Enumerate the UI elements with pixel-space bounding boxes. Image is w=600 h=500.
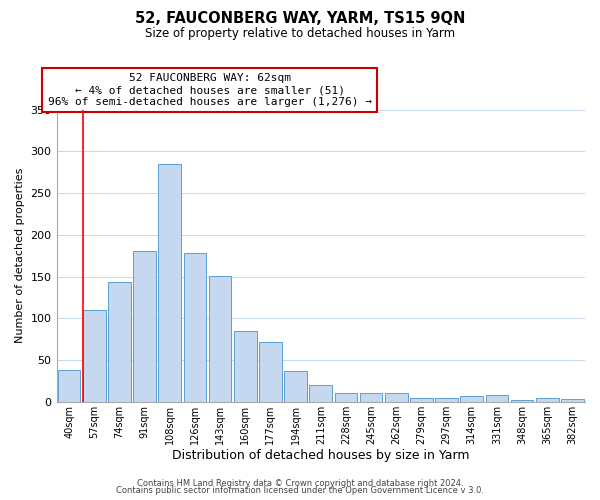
Text: Contains public sector information licensed under the Open Government Licence v : Contains public sector information licen… (116, 486, 484, 495)
Bar (385, 392, 407, 402)
Bar (284, 371, 307, 402)
Bar (561, 400, 584, 402)
Bar (360, 394, 382, 402)
Bar (133, 250, 156, 402)
Y-axis label: Number of detached properties: Number of detached properties (15, 168, 25, 344)
Bar (511, 400, 533, 402)
Bar (335, 394, 357, 402)
Bar (58, 370, 80, 402)
X-axis label: Distribution of detached houses by size in Yarm: Distribution of detached houses by size … (172, 450, 470, 462)
Bar (234, 331, 257, 402)
Bar (108, 282, 131, 402)
Bar (435, 398, 458, 402)
Bar (259, 342, 282, 402)
Bar (184, 253, 206, 402)
Text: Size of property relative to detached houses in Yarm: Size of property relative to detached ho… (145, 28, 455, 40)
Bar (158, 164, 181, 402)
Bar (83, 310, 106, 402)
Bar (410, 398, 433, 402)
Bar (460, 396, 483, 402)
Text: Contains HM Land Registry data © Crown copyright and database right 2024.: Contains HM Land Registry data © Crown c… (137, 478, 463, 488)
Text: 52 FAUCONBERG WAY: 62sqm
← 4% of detached houses are smaller (51)
96% of semi-de: 52 FAUCONBERG WAY: 62sqm ← 4% of detache… (48, 74, 372, 106)
Bar (209, 276, 232, 402)
Bar (310, 385, 332, 402)
Bar (485, 395, 508, 402)
Text: 52, FAUCONBERG WAY, YARM, TS15 9QN: 52, FAUCONBERG WAY, YARM, TS15 9QN (135, 11, 465, 26)
Bar (536, 398, 559, 402)
